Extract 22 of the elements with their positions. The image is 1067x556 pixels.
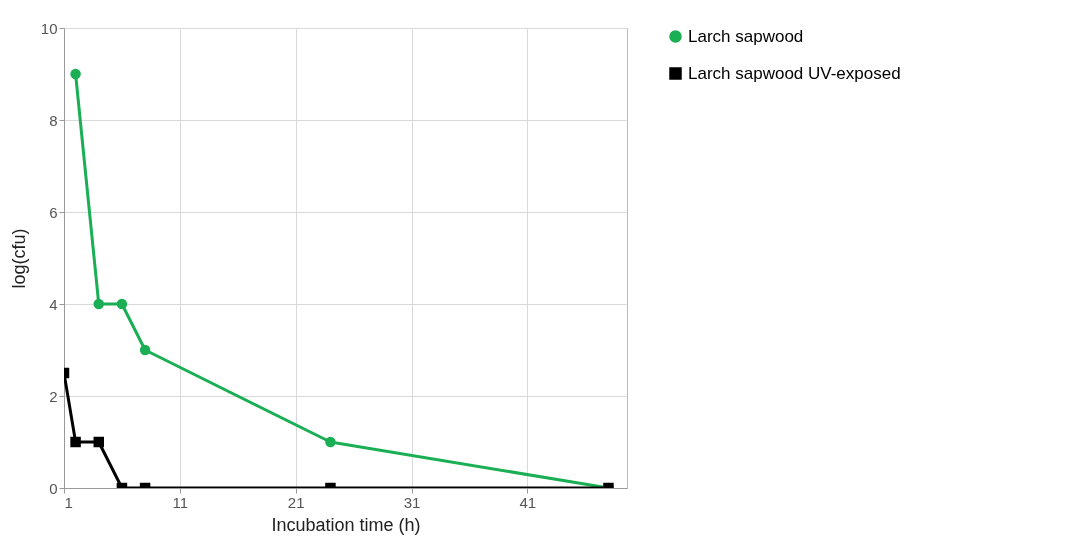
point (70, 436, 81, 448)
point (139, 344, 151, 356)
x-tick-label: 31 (403, 493, 421, 511)
x-tick-label: 1 (64, 493, 73, 511)
point (325, 436, 336, 448)
x-axis-title: Incubation time (h) (271, 514, 421, 535)
point (70, 68, 81, 80)
y-tick-label: 6 (49, 203, 58, 221)
legend-label: Larch sapwood UV-exposed (688, 63, 901, 83)
x-tick-label: 21 (287, 493, 305, 511)
point (116, 298, 128, 310)
legend-label: Larch sapwood (688, 26, 804, 46)
y-tick-label: 10 (40, 19, 58, 37)
y-axis-title: log(cfu) (8, 228, 29, 289)
y-tick-label: 8 (49, 111, 58, 129)
x-tick-label: 41 (519, 493, 537, 511)
point (93, 298, 104, 310)
y-tick-label: 0 (49, 479, 58, 497)
y-tick-label: 2 (49, 387, 58, 405)
x-tick-label: 11 (172, 493, 189, 511)
point (93, 436, 104, 448)
y-tick-label: 4 (49, 295, 58, 313)
